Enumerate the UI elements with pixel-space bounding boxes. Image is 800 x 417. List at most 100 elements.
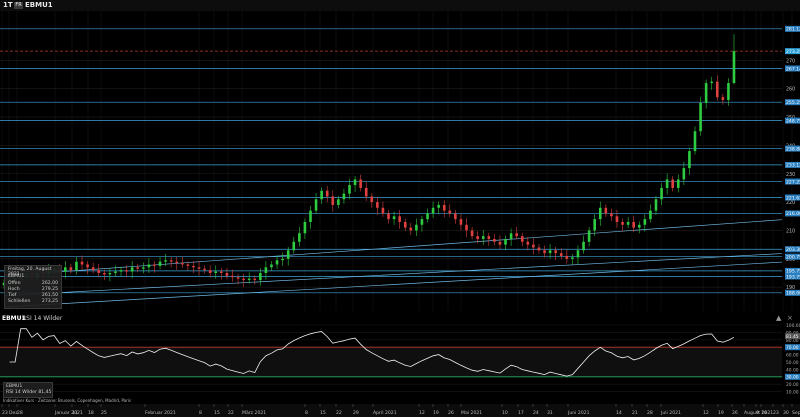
candle-body xyxy=(298,233,301,242)
ohlc-row-open: Offen 262,00 xyxy=(8,281,60,287)
candle-body xyxy=(515,233,518,237)
ohlc-date: Freitag, 20. August 2021 xyxy=(8,267,52,277)
candle-body xyxy=(615,216,619,222)
price-label-bg xyxy=(785,210,800,217)
candle-body xyxy=(175,261,179,264)
ohlc-value: 279,25 xyxy=(41,287,58,292)
candle-body xyxy=(582,241,585,251)
candle-body xyxy=(158,261,162,266)
candle-body xyxy=(381,207,385,214)
candle-body xyxy=(153,264,156,266)
price-label: 281.12 xyxy=(786,27,800,33)
price-tick-label: 260 xyxy=(786,87,795,93)
candle-body xyxy=(86,264,89,268)
candle-body xyxy=(292,241,296,251)
time-tick-label: April 2021 xyxy=(373,410,397,416)
candle-body xyxy=(437,204,440,208)
time-tick-label: 11 xyxy=(72,410,78,416)
rsi-tooltip-symbol: EBMU1 xyxy=(6,384,23,389)
candle-body xyxy=(186,264,190,266)
flag-badge[interactable]: FR xyxy=(14,2,23,9)
time-tick-label: 22 xyxy=(228,410,234,416)
candle-body xyxy=(693,131,697,152)
rsi-path xyxy=(9,328,735,377)
candle-body xyxy=(699,102,702,132)
candle-body xyxy=(376,202,379,208)
close-icon[interactable]: × xyxy=(787,314,793,322)
price-label: 238.88 xyxy=(786,146,800,152)
price-label: 273.25 xyxy=(786,49,800,55)
time-tick-label: 28 xyxy=(17,410,23,416)
price-axis: 190200210220230240250260270281.12273.252… xyxy=(785,25,800,297)
rsi-tooltip: EBMU1 RSI 14 Wilder 81,45 xyxy=(3,382,53,398)
candle-body xyxy=(342,193,346,200)
candle-body xyxy=(108,272,112,275)
candle-body xyxy=(732,51,736,84)
candle-body xyxy=(604,207,608,214)
candle-body xyxy=(548,250,552,254)
rsi-tick-label: 20.00 xyxy=(786,382,799,388)
price-label: 195.75 xyxy=(786,269,800,275)
candle-body xyxy=(454,213,457,220)
candle-body xyxy=(727,83,730,101)
candle-body xyxy=(688,151,691,169)
ohlc-value: 262,00 xyxy=(41,281,58,286)
ohlc-key: Tief xyxy=(8,293,17,298)
rsi-tick-label: 100.00 xyxy=(786,323,800,329)
candle-body xyxy=(610,213,613,217)
candle-body xyxy=(231,275,234,278)
price-label-bg xyxy=(785,289,800,296)
candle-body xyxy=(403,221,407,228)
candle-body xyxy=(493,238,496,242)
candle-body xyxy=(554,250,557,254)
candle-body xyxy=(537,247,541,251)
rsi-line xyxy=(9,328,735,377)
price-chart[interactable]: 190200210220230240250260270281.12273.252… xyxy=(0,11,800,311)
rsi-level-label: 70.00 xyxy=(786,345,799,351)
timeframe-selector[interactable]: 1T xyxy=(3,1,13,9)
time-tick-label: 12 xyxy=(419,410,425,416)
candle-body xyxy=(331,196,335,205)
time-tick-label: 30 xyxy=(783,410,789,416)
symbol-name[interactable]: EBMU1 xyxy=(25,1,53,9)
candle-body xyxy=(660,187,663,200)
time-tick-label: Juli 2021 xyxy=(660,410,681,416)
price-label-bg xyxy=(785,273,800,280)
trendlines[interactable] xyxy=(3,219,783,308)
rsi-symbol: EBMU1 xyxy=(2,315,26,322)
candle-body xyxy=(715,81,719,98)
candle-body xyxy=(654,199,658,211)
candle-body xyxy=(676,179,680,188)
price-tick-label: 210 xyxy=(786,228,795,234)
time-tick-label: Dez xyxy=(9,410,18,416)
candle-body xyxy=(682,168,686,180)
price-label-bg xyxy=(785,145,800,152)
price-tick-label: 270 xyxy=(786,58,795,64)
price-tick-label: 190 xyxy=(786,285,795,291)
time-tick-label: 28 xyxy=(647,410,653,416)
time-tick-label: 25 xyxy=(101,410,107,416)
candle-body xyxy=(415,224,418,231)
candle-body xyxy=(103,272,106,275)
candle-body xyxy=(325,190,329,197)
price-label: 188.00 xyxy=(786,291,800,297)
price-label-bg xyxy=(785,253,800,260)
time-tick-label: 23 xyxy=(2,410,8,416)
maximize-icon[interactable]: ▲ xyxy=(776,314,782,322)
candle-body xyxy=(142,267,145,269)
candle-body xyxy=(459,219,463,225)
support-resistance-lines[interactable] xyxy=(0,28,782,294)
candle-body xyxy=(598,207,602,220)
candle-body xyxy=(264,267,268,273)
candle-body xyxy=(259,272,262,281)
candle-body xyxy=(214,271,218,273)
ohlc-tooltip: Freitag, 20. August 2021 EBMU1 Offen 262… xyxy=(4,265,62,309)
candle-body xyxy=(192,265,195,268)
ohlc-row-high: Hoch 279,25 xyxy=(8,287,60,293)
time-tick-label: 21 xyxy=(632,410,638,416)
candle-body xyxy=(125,270,128,272)
